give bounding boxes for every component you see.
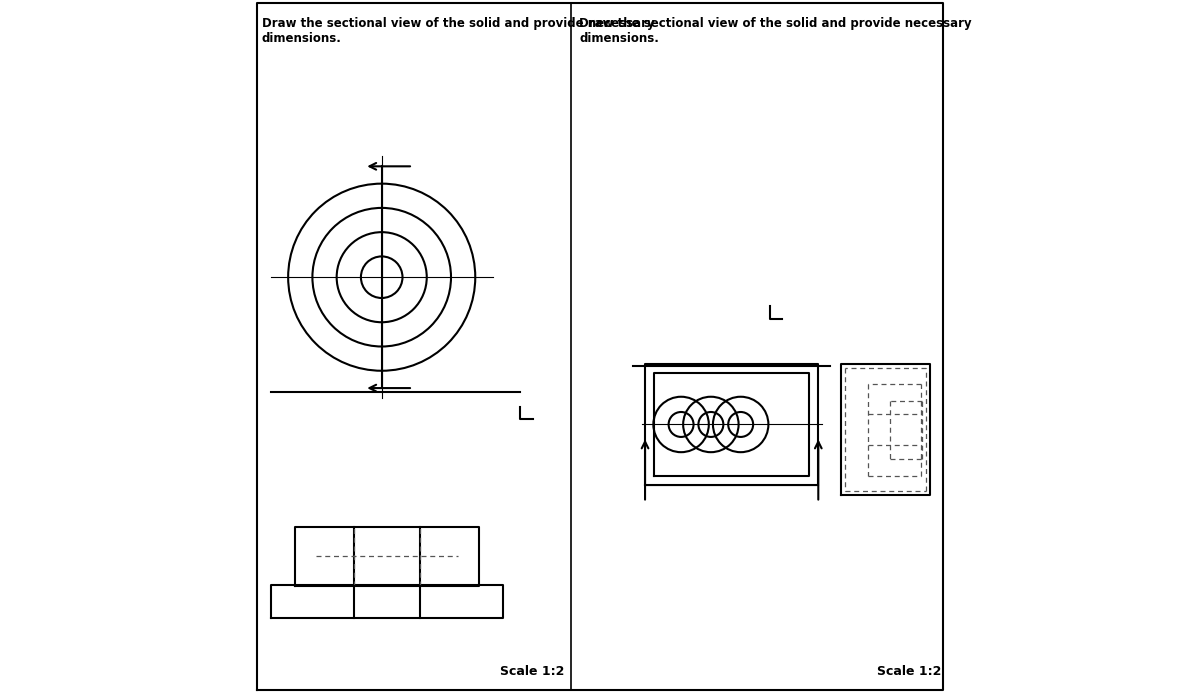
Text: Draw the sectional view of the solid and provide necessary
dimensions.: Draw the sectional view of the solid and… (262, 17, 654, 45)
Text: Scale 1:2: Scale 1:2 (876, 665, 941, 678)
Text: Scale 1:2: Scale 1:2 (499, 665, 564, 678)
Text: Draw the sectional view of the solid and provide necessary
dimensions.: Draw the sectional view of the solid and… (580, 17, 972, 45)
